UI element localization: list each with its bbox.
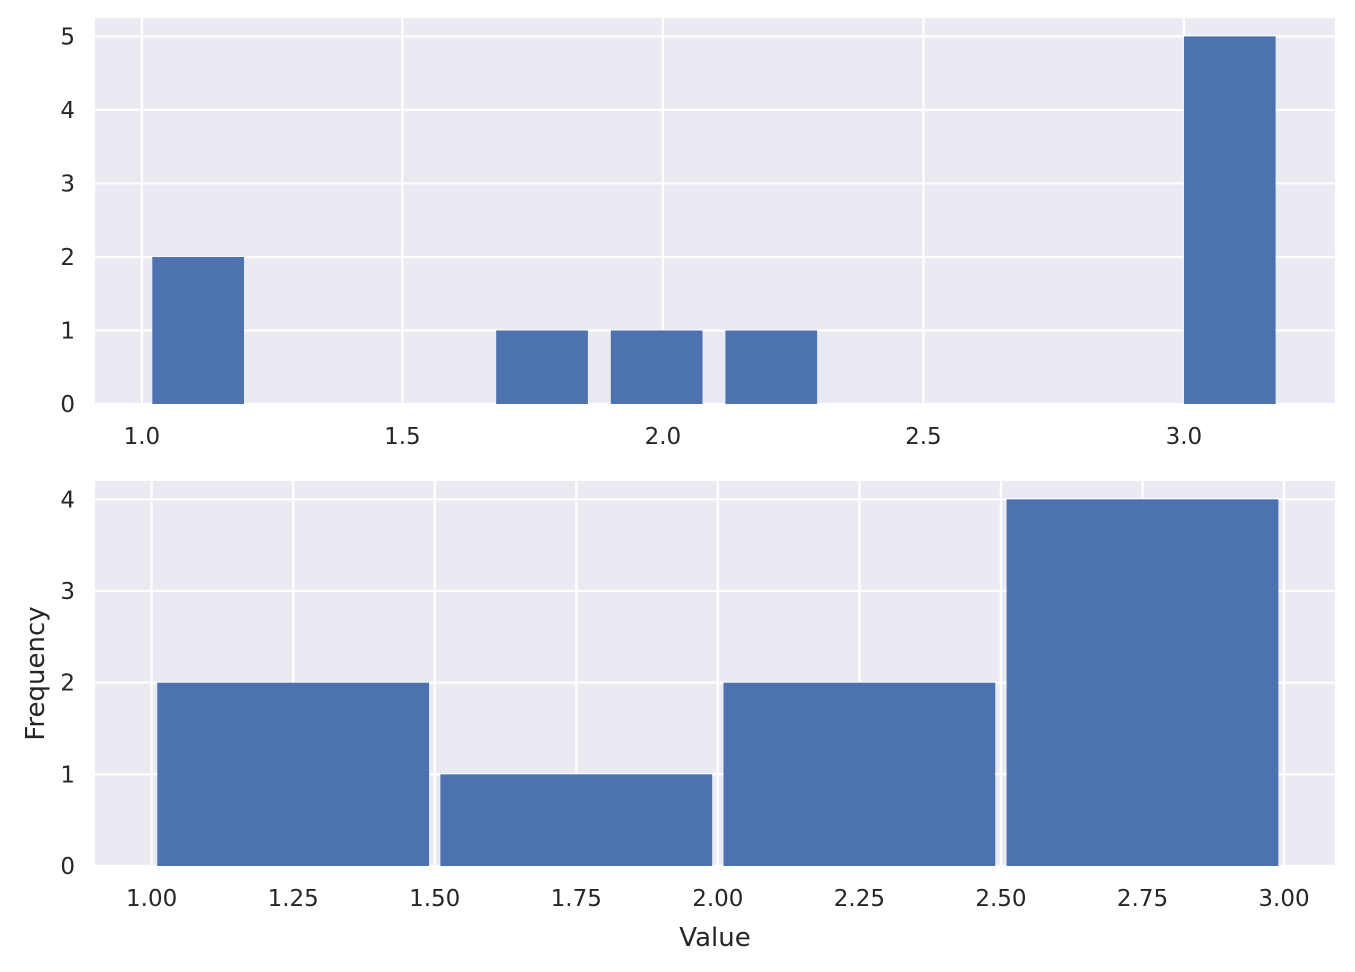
bottom-x-tick-label: 2.25	[834, 886, 885, 912]
bottom-y-tick-label: 2	[60, 671, 75, 697]
bottom-x-tick-label: 3.00	[1258, 886, 1309, 912]
bottom-x-tick-label: 2.50	[975, 886, 1026, 912]
top-x-tick-label: 1.5	[384, 424, 421, 450]
top-x-tick-label: 3.0	[1166, 424, 1203, 450]
top-y-tick-label: 3	[60, 171, 75, 197]
top-y-tick-label: 5	[60, 24, 75, 50]
top-plot-area	[95, 18, 1335, 404]
bottom-x-tick-label: 1.00	[126, 886, 177, 912]
bottom-x-tick-label: 2.75	[1117, 886, 1168, 912]
bottom-y-tick-label: 3	[60, 579, 75, 605]
bottom-x-tick-label: 1.25	[268, 886, 319, 912]
top-bar	[1183, 36, 1276, 404]
top-y-tick-label: 2	[60, 245, 75, 271]
top-bar	[496, 330, 588, 404]
top-bar	[152, 256, 245, 404]
bottom-x-axis-label: Value	[679, 923, 750, 953]
top-x-tick-label: 2.0	[645, 424, 682, 450]
top-x-tick-label: 2.5	[905, 424, 942, 450]
bottom-y-tick-label: 1	[60, 762, 75, 788]
bottom-bar	[1006, 499, 1279, 866]
bottom-y-axis-label: Frequency	[21, 606, 51, 740]
top-y-tick-label: 4	[60, 98, 75, 124]
bottom-bar	[723, 682, 996, 866]
bottom-histogram: 1.00 1.25 1.50 1.75 2.00 2.25 2.50 2.75 3.00 0 1 2 3…	[21, 481, 1335, 953]
top-y-tick-label: 1	[60, 318, 75, 344]
bottom-bar	[440, 774, 713, 866]
top-bar	[610, 330, 703, 404]
top-x-tick-label: 1.0	[124, 424, 161, 450]
top-histogram: 1.0 1.5 2.0 2.5 3.0 0 1 2 3 4 5	[60, 18, 1335, 450]
bottom-x-tick-label: 1.75	[551, 886, 602, 912]
bottom-x-tick-label: 2.00	[692, 886, 743, 912]
bottom-y-tick-label: 4	[60, 487, 75, 513]
bottom-x-tick-label: 1.50	[409, 886, 460, 912]
top-y-tick-label: 0	[60, 392, 75, 418]
bottom-y-tick-label: 0	[60, 854, 75, 880]
top-bar	[725, 330, 818, 404]
bottom-bar	[157, 682, 430, 866]
